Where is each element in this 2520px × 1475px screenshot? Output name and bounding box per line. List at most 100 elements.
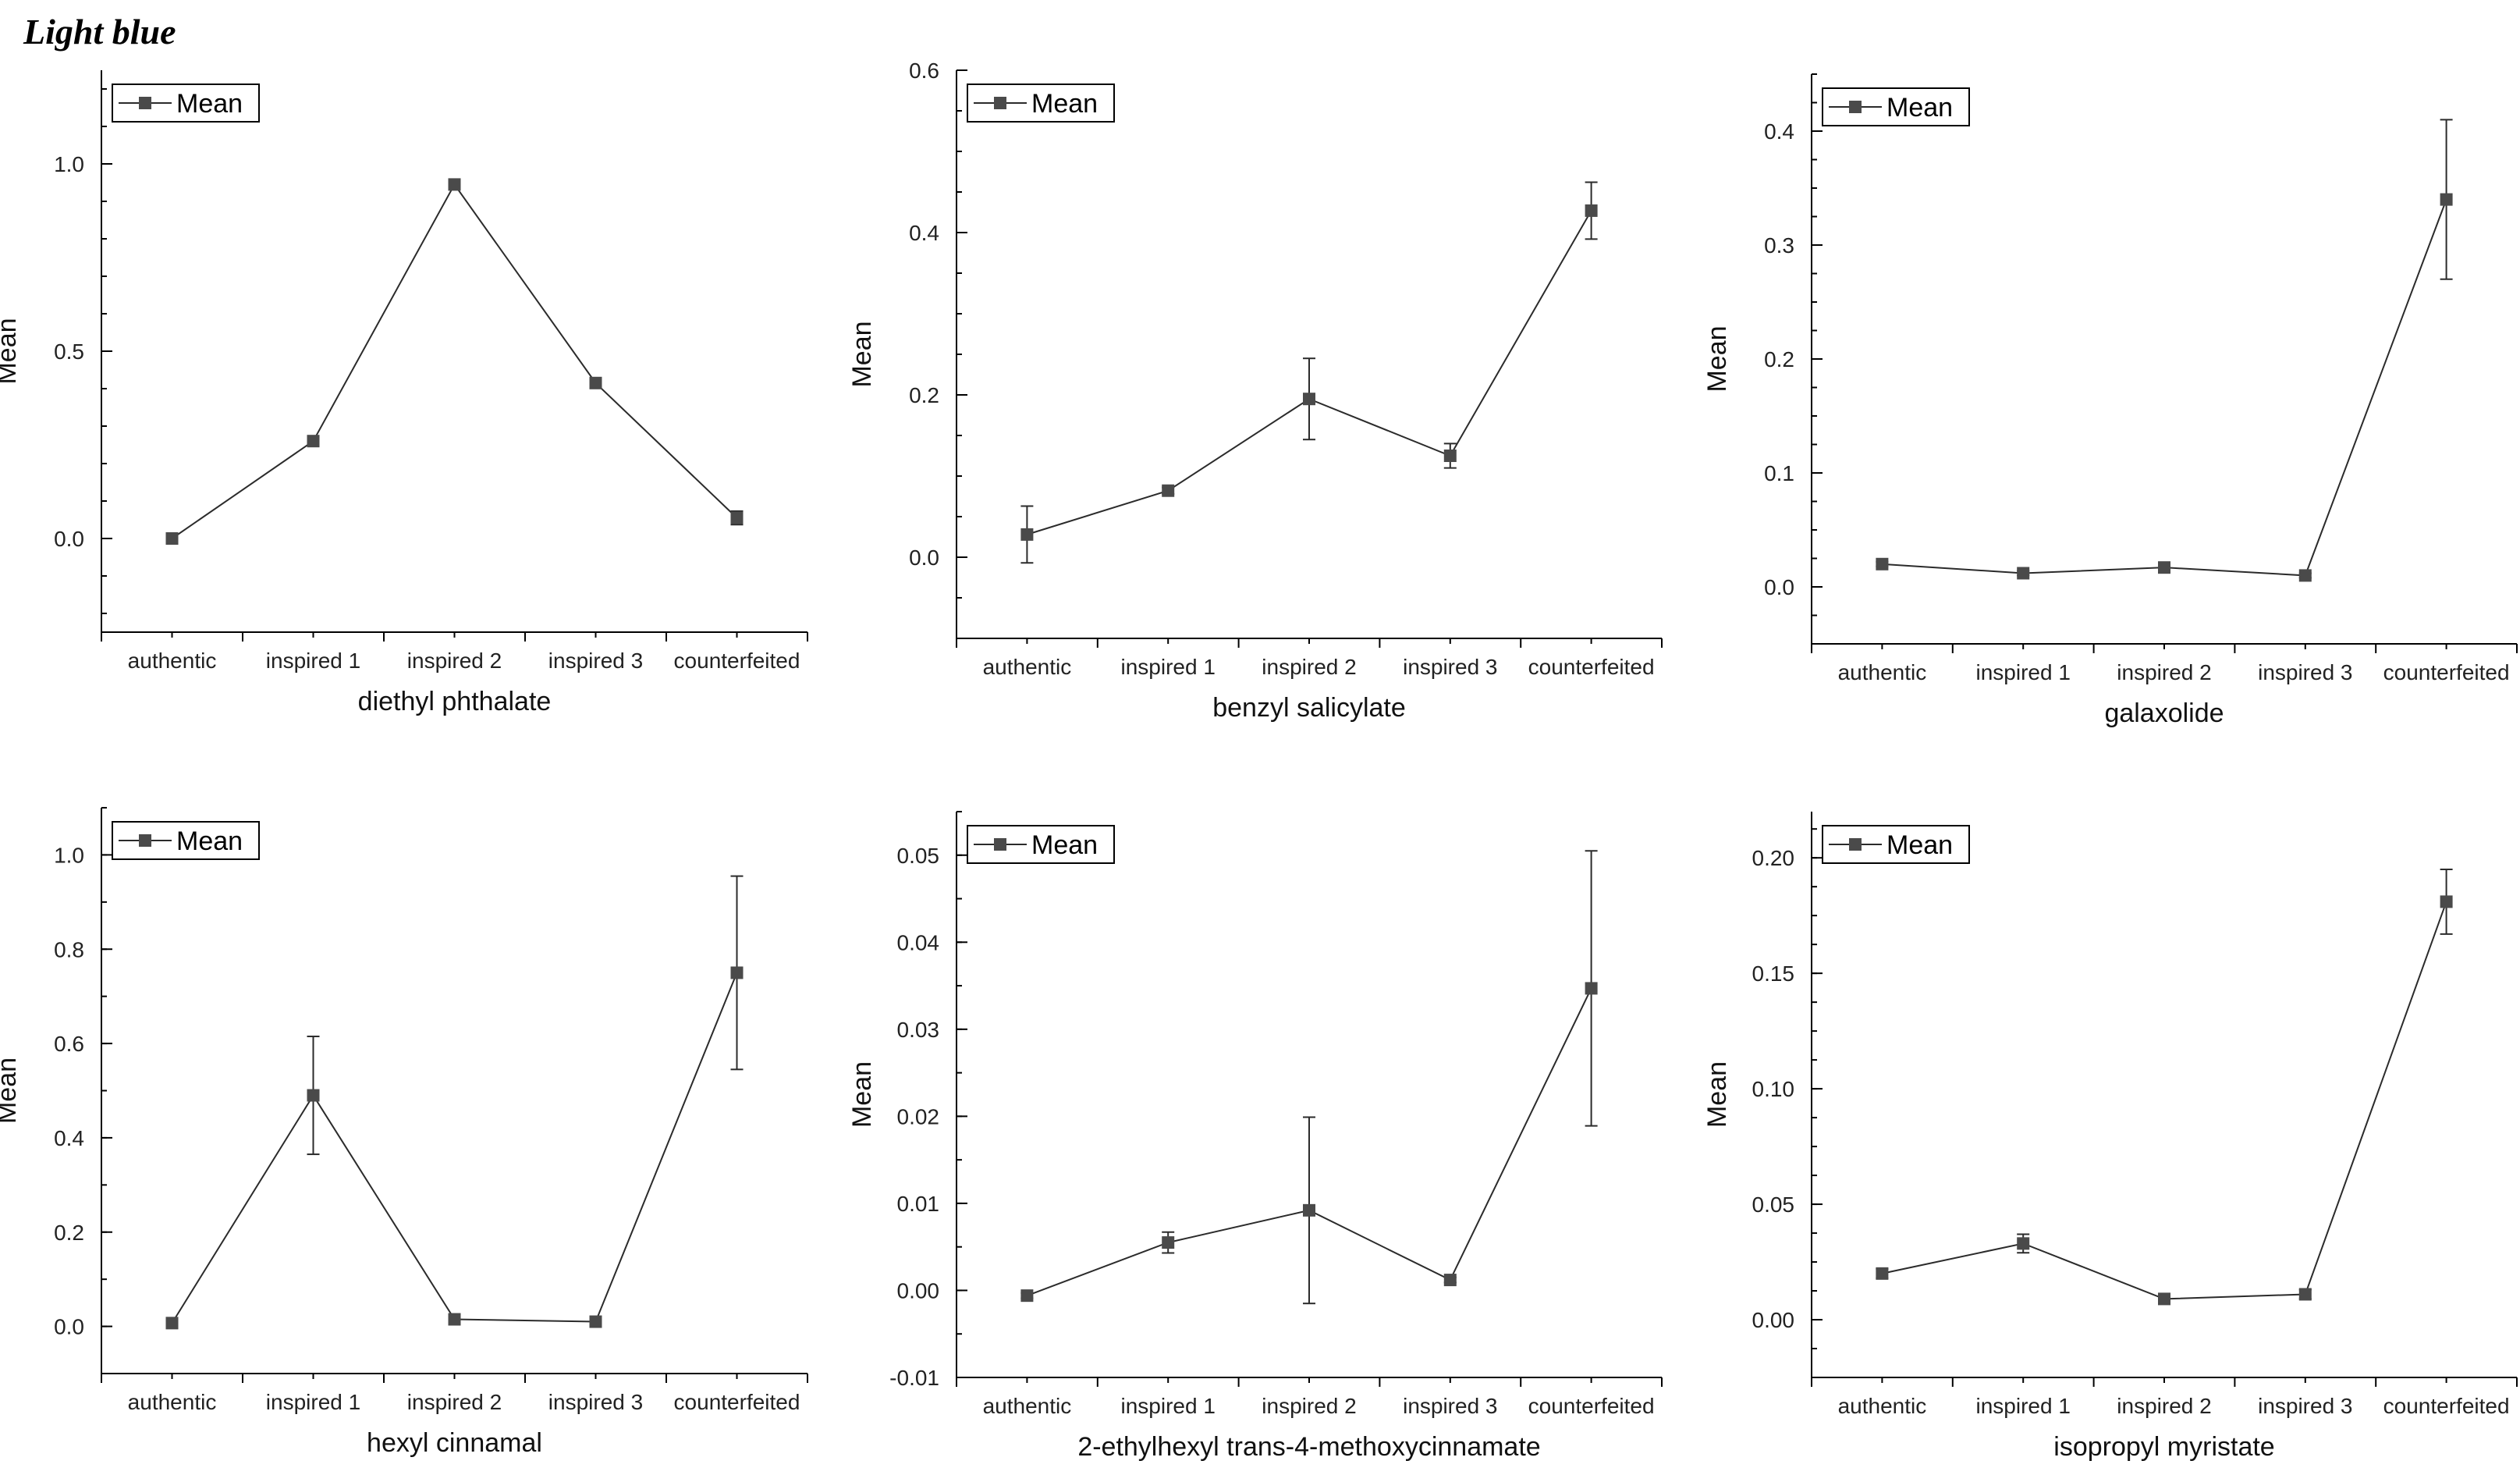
- y-tick-label: 0.4: [1764, 119, 1794, 144]
- y-tick-label: 0.05: [897, 844, 940, 868]
- legend-label: Mean: [1886, 830, 1953, 860]
- y-tick-label: 0.15: [1752, 961, 1795, 986]
- y-tick-label: 0.03: [897, 1018, 940, 1042]
- y-axis-title: Mean: [1702, 325, 1732, 392]
- x-tick-label: inspired 1: [266, 1390, 360, 1414]
- legend: Mean: [112, 84, 260, 123]
- y-tick-label: 0.0: [909, 546, 939, 570]
- y-tick-label: 0.01: [897, 1192, 940, 1216]
- data-point: [730, 511, 744, 524]
- x-axis-title: galaxolide: [2104, 698, 2224, 728]
- legend: Mean: [967, 84, 1115, 123]
- x-tick-label: counterfeited: [1528, 1394, 1655, 1418]
- y-tick-label: 1.0: [54, 843, 84, 867]
- y-axis-title: Mean: [847, 1061, 877, 1128]
- x-tick-label: authentic: [128, 1390, 217, 1414]
- y-tick-label: 0.10: [1752, 1077, 1795, 1101]
- data-point: [307, 1089, 320, 1102]
- x-tick-label: authentic: [983, 1394, 1072, 1418]
- legend: Mean: [1822, 87, 1970, 126]
- data-point: [1585, 982, 1598, 995]
- x-tick-label: inspired 3: [548, 1390, 643, 1414]
- x-axis-title: hexyl cinnamal: [367, 1428, 542, 1458]
- data-point: [1020, 528, 1034, 541]
- x-tick-label: inspired 2: [2117, 1394, 2211, 1418]
- y-tick-label: 0.00: [897, 1278, 940, 1303]
- series-line: [1882, 901, 2447, 1300]
- page-title: Light blue: [23, 12, 176, 52]
- legend: Mean: [112, 821, 260, 860]
- data-point: [1162, 1236, 1175, 1249]
- legend-marker: [139, 97, 151, 109]
- data-point: [2440, 193, 2453, 206]
- legend-marker: [1849, 101, 1862, 113]
- data-point: [2017, 1237, 2030, 1250]
- y-tick-label: 0.02: [897, 1104, 940, 1128]
- x-tick-label: authentic: [983, 655, 1072, 679]
- x-tick-label: authentic: [128, 649, 217, 673]
- data-point: [2298, 569, 2312, 582]
- legend-marker: [139, 834, 151, 847]
- x-tick-label: inspired 1: [1975, 660, 2070, 684]
- x-tick-label: authentic: [1838, 1394, 1927, 1418]
- x-tick-label: inspired 3: [548, 649, 643, 673]
- x-tick-label: counterfeited: [2383, 660, 2510, 684]
- y-tick-label: 0.2: [909, 383, 939, 407]
- y-tick-label: 0.4: [909, 221, 939, 245]
- legend-marker: [1849, 838, 1862, 851]
- data-point: [1303, 393, 1315, 406]
- y-tick-label: 0.6: [909, 59, 939, 83]
- legend: Mean: [967, 825, 1115, 864]
- x-tick-label: inspired 1: [1120, 1394, 1215, 1418]
- x-tick-label: inspired 2: [2117, 660, 2211, 684]
- x-axis-title: 2-ethylhexyl trans-4-methoxycinnamate: [1077, 1432, 1540, 1462]
- x-tick-label: counterfeited: [674, 1390, 800, 1414]
- chart-panel-6: 0.00 0.05 0.10 0.15 0.20 authentic inspired 1 i…: [1702, 812, 2518, 1462]
- data-point: [1585, 204, 1598, 217]
- y-tick-label: 0.00: [1752, 1308, 1795, 1332]
- y-tick-label: 0.2: [54, 1221, 84, 1245]
- x-tick-label: inspired 3: [1403, 1394, 1497, 1418]
- x-axis-title: diethyl phthalate: [358, 687, 552, 716]
- y-axis-title: Mean: [0, 318, 22, 384]
- x-tick-label: inspired 1: [1975, 1394, 2070, 1418]
- x-tick-label: inspired 2: [407, 649, 502, 673]
- x-axis-title: benzyl salicylate: [1212, 693, 1406, 723]
- series-line: [1882, 199, 2447, 577]
- data-point: [1443, 450, 1457, 462]
- legend-box: [1822, 825, 1970, 864]
- legend-label: Mean: [176, 826, 243, 856]
- x-tick-label: inspired 1: [1120, 655, 1215, 679]
- data-point: [1162, 484, 1175, 497]
- y-tick-label: 0.0: [1764, 575, 1794, 599]
- data-point: [730, 966, 744, 979]
- legend-label: Mean: [1031, 89, 1098, 119]
- data-point: [1876, 1267, 1889, 1280]
- x-tick-label: inspired 2: [407, 1390, 502, 1414]
- data-point: [2298, 1288, 2312, 1301]
- data-point: [1443, 1274, 1457, 1287]
- x-tick-label: authentic: [1838, 660, 1927, 684]
- data-point: [589, 1315, 602, 1328]
- data-point: [448, 1313, 461, 1326]
- x-tick-label: counterfeited: [1528, 655, 1655, 679]
- y-tick-label: 0.8: [54, 937, 84, 961]
- x-tick-label: inspired 2: [1262, 1394, 1356, 1418]
- data-point: [165, 532, 179, 545]
- x-tick-label: inspired 3: [2258, 660, 2352, 684]
- data-point: [165, 1317, 179, 1330]
- y-axis-title: Mean: [0, 1057, 22, 1124]
- y-axis-title: Mean: [847, 321, 877, 387]
- series-line: [171, 972, 738, 1324]
- data-point: [1876, 557, 1889, 570]
- data-point: [2017, 567, 2030, 580]
- y-tick-label: 0.20: [1752, 846, 1795, 870]
- data-point: [1020, 1289, 1034, 1303]
- y-tick-label: 0.04: [897, 930, 940, 954]
- y-tick-label: 0.1: [1764, 461, 1794, 485]
- x-tick-label: counterfeited: [674, 649, 800, 673]
- data-point: [2440, 895, 2453, 908]
- y-tick-label: 0.2: [1764, 347, 1794, 371]
- legend: Mean: [1822, 825, 1970, 864]
